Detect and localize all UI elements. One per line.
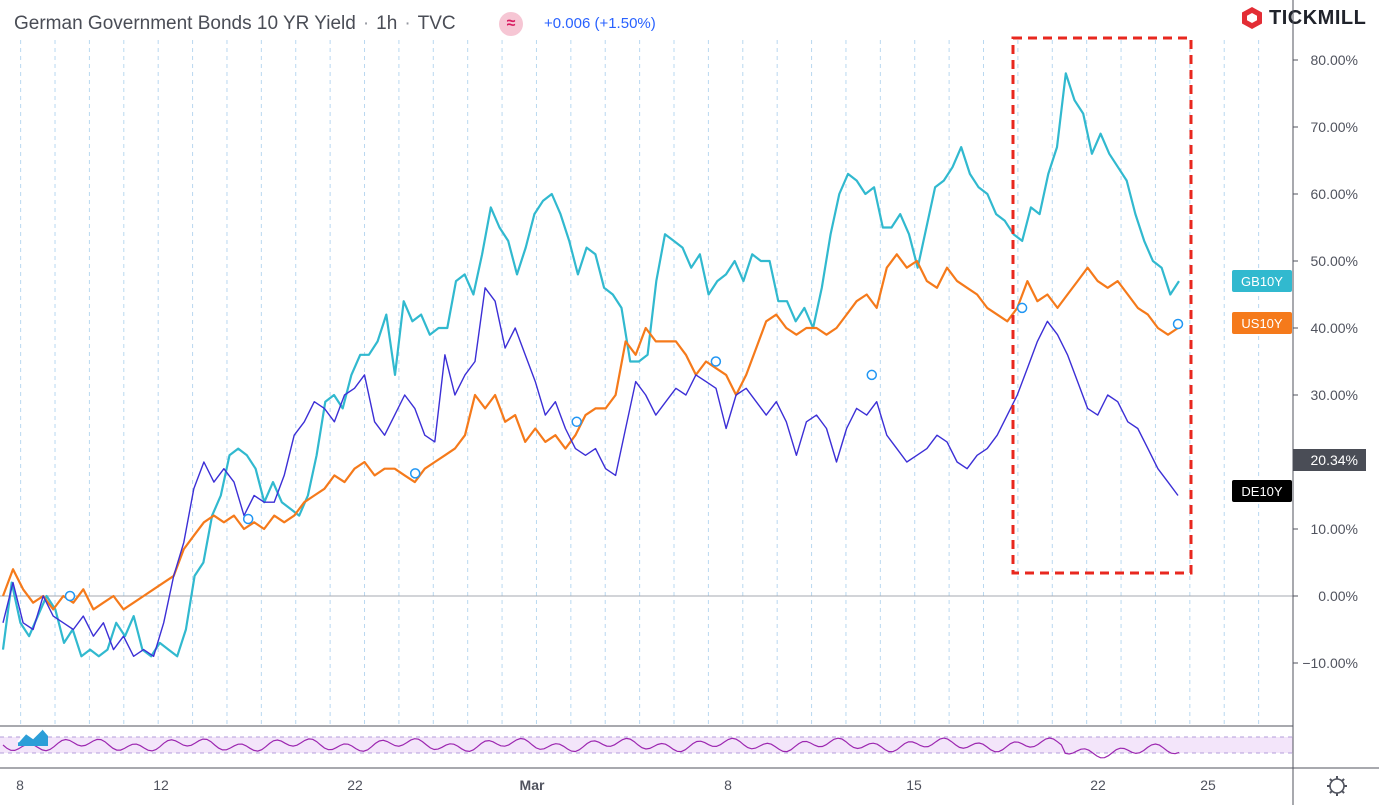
y-tick-label: 60.00% [1311, 186, 1358, 202]
rsi-band [0, 737, 1293, 753]
separator-dot: · [362, 13, 370, 34]
price-change: +0.006 (+1.50%) [544, 15, 656, 32]
symbol-title[interactable]: German Government Bonds 10 YR Yield [14, 13, 356, 34]
gear-icon-ring[interactable] [1329, 778, 1345, 794]
gear-icon-tooth[interactable] [1341, 790, 1345, 794]
series-line-us10y [1, 253, 1179, 611]
end-label-box-gb10y [1232, 270, 1292, 292]
source-label: TVC [417, 13, 456, 34]
wave-approx-icon[interactable]: ≈ [499, 12, 523, 36]
grid [20, 40, 1294, 725]
gear-icon[interactable] [1327, 776, 1347, 796]
highlight-box-rect [1011, 36, 1193, 575]
series-line-de10y [2, 287, 1179, 657]
rsi-pane[interactable] [0, 736, 1293, 759]
event-marker[interactable] [1016, 302, 1028, 314]
interval-label[interactable]: 1h [376, 13, 398, 34]
event-marker[interactable] [242, 513, 254, 525]
x-tick-label: 25 [1200, 777, 1216, 793]
price-label-box [1293, 449, 1366, 471]
chart-pane-icon-shape[interactable] [18, 729, 48, 746]
event-marker[interactable] [571, 416, 582, 428]
gear-icon-tooth[interactable] [1329, 790, 1333, 794]
chart-pane-icon[interactable] [17, 728, 48, 746]
event-markers [64, 302, 1184, 602]
series-line-gb10y [1, 72, 1180, 658]
end-label-us10y: US10Y [1241, 316, 1283, 331]
y-tick-label: 70.00% [1311, 119, 1358, 135]
end-label-box-us10y [1232, 312, 1292, 334]
rsi-line [2, 737, 1180, 759]
end-label-gb10y: GB10Y [1241, 274, 1283, 289]
y-tick-label: 80.00% [1311, 52, 1358, 68]
gear-icon-tooth[interactable] [1329, 778, 1333, 782]
highlight-box [1011, 36, 1193, 575]
event-marker[interactable] [866, 369, 878, 381]
y-axis[interactable]: 80.00%70.00%60.00%50.00%40.00%30.00%20.0… [1293, 52, 1366, 671]
y-tick-label: −10.00% [1302, 655, 1358, 671]
gear-icon-tooth[interactable] [1341, 778, 1345, 782]
x-tick-label: 15 [906, 777, 922, 793]
series-lines [1, 72, 1180, 658]
y-tick-label: 30.00% [1311, 387, 1358, 403]
x-tick-label: 22 [1090, 777, 1106, 793]
chart-header: German Government Bonds 10 YR Yield · 1h… [14, 10, 456, 38]
event-marker[interactable] [710, 356, 722, 367]
x-tick-label: 8 [16, 777, 24, 793]
y-tick-label: 0.00% [1318, 588, 1358, 604]
separator-dot: · [404, 13, 411, 34]
x-axis[interactable]: 8 12 22 Mar 8 15 22 25 [16, 777, 1216, 793]
event-marker[interactable] [409, 468, 421, 479]
chart-pane-icon-line[interactable] [17, 728, 43, 743]
x-tick-label: 8 [724, 777, 732, 793]
x-tick-label: 12 [153, 777, 169, 793]
y-tick-label: 10.00% [1311, 521, 1358, 537]
series-end-labels: GB10Y US10Y DE10Y [1232, 270, 1292, 502]
y-tick-label: 40.00% [1311, 320, 1358, 336]
x-tick-label: Mar [520, 777, 545, 793]
tickmill-hexagon-icon [1242, 7, 1262, 29]
y-tick-label: 50.00% [1311, 253, 1358, 269]
x-tick-label: 22 [347, 777, 363, 793]
end-label-de10y: DE10Y [1241, 484, 1283, 499]
event-marker[interactable] [64, 590, 76, 602]
event-marker[interactable] [1172, 318, 1184, 330]
price-label: 20.34% [1311, 452, 1358, 468]
end-label-box-de10y [1232, 480, 1292, 502]
